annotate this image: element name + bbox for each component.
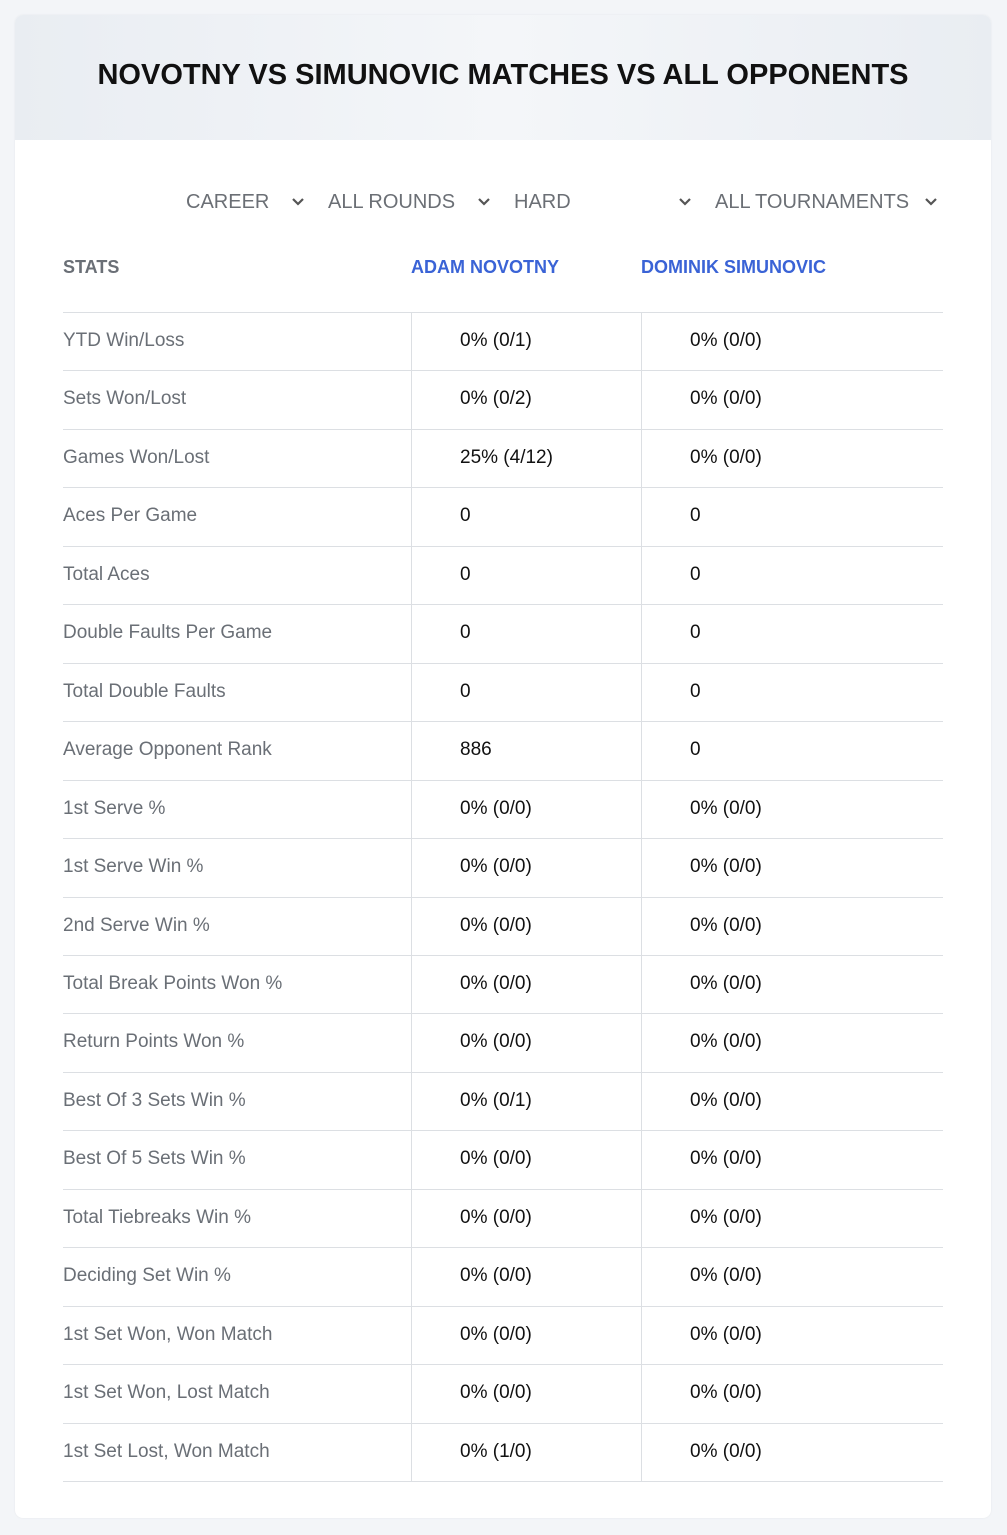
stat-value: 0% (0/0) [690,914,762,936]
stat-label: Total Double Faults [63,680,226,702]
stat-value: 25% (4/12) [460,446,553,468]
stat-value: 0% (0/0) [460,1382,532,1404]
stat-value: 0% (0/0) [690,1440,762,1462]
stat-value: 0% (0/0) [460,1265,532,1287]
stat-value: 0% (0/0) [690,446,762,468]
stat-value: 0 [690,563,701,585]
stat-value: 0% (0/1) [460,330,532,351]
chevron[interactable] [291,197,305,207]
stat-value: 0% (0/0) [690,1031,762,1053]
stat-value: 0 [690,739,701,761]
row-divider [63,1247,943,1249]
stat-value: 0% (0/0) [690,797,762,819]
chevron[interactable] [678,197,692,207]
row-divider [63,1422,943,1424]
row-divider [63,1481,943,1482]
stat-value: 0 [460,622,471,644]
row-divider [63,370,943,372]
stat-value: 0 [460,505,471,527]
stat-label: Double Faults Per Game [63,622,273,644]
stat-value: 0 [460,680,471,702]
stat-value: 0 [690,505,701,527]
stat-label: Total Aces [63,563,150,585]
row-divider [63,1013,943,1015]
stat-label: Return Points Won % [63,1031,245,1053]
stat-value: 0% (0/0) [690,972,762,994]
player-header[interactable]: DOMINIK SIMUNOVIC [641,257,827,277]
stat-label: Total Tiebreaks Win % [63,1206,251,1228]
stat-label: Games Won/Lost [63,446,210,468]
stats-card: NOVOTNY VS SIMUNOVIC MATCHES VS ALL OPPO… [15,15,991,1518]
column-header: STATS [63,257,120,277]
row-divider [63,1188,943,1190]
card-header: NOVOTNY VS SIMUNOVIC MATCHES VS ALL OPPO… [15,15,991,140]
stat-value: 0 [690,680,701,702]
filter-tournaments[interactable]: ALL TOURNAMENTS [715,191,910,213]
stat-value: 0% (0/0) [460,1323,532,1345]
stat-label: 1st Serve Win % [63,856,204,878]
stat-label: Best Of 3 Sets Win % [63,1089,246,1111]
row-divider [63,721,943,723]
stat-value: 0% (0/0) [460,914,532,936]
stat-label: 2nd Serve Win % [63,914,210,936]
stat-label: 1st Set Won, Won Match [63,1323,273,1345]
stat-value: 0% (0/0) [690,1265,762,1287]
stat-label: 1st Set Lost, Won Match [63,1440,270,1462]
stat-label: Total Break Points Won % [63,972,283,994]
chevron[interactable] [924,197,938,207]
chevron[interactable] [477,197,491,207]
stat-label: 1st Set Won, Lost Match [63,1382,270,1404]
stat-value: 0 [460,563,471,585]
filter-career[interactable]: CAREER [186,191,270,213]
row-divider [63,662,943,664]
row-divider [63,312,943,313]
stat-label: YTD Win/Loss [63,330,185,351]
stat-value: 0% (0/0) [690,1323,762,1345]
row-divider [63,1071,943,1073]
stat-label: 1st Serve % [63,797,166,819]
row-divider [63,545,943,547]
row-divider [63,487,943,489]
stat-label: Sets Won/Lost [63,388,187,410]
stat-value: 0% (0/1) [460,1089,532,1111]
filter-rounds[interactable]: ALL ROUNDS [328,191,456,213]
row-divider [63,779,943,781]
row-divider [63,954,943,956]
stat-value: 0% (0/0) [690,1382,762,1404]
player-header[interactable]: ADAM NOVOTNY [411,257,559,277]
stat-value: 0% (0/0) [690,856,762,878]
stat-value: 0% (0/0) [460,1206,532,1228]
stat-value: 0 [690,622,701,644]
row-divider [63,428,943,430]
stat-value: 0% (1/0) [460,1440,532,1462]
row-divider [63,1305,943,1307]
stat-value: 0% (0/0) [690,1206,762,1228]
stat-value: 0% (0/0) [460,1148,532,1170]
row-divider [63,896,943,898]
stat-value: 0% (0/0) [690,330,762,351]
stat-value: 0% (0/0) [690,1148,762,1170]
title: NOVOTNY VS SIMUNOVIC MATCHES VS ALL OPPO… [97,59,909,91]
stat-label: Aces Per Game [63,505,198,527]
stat-value: 0% (0/0) [460,856,532,878]
filter-surface[interactable]: HARD [514,191,571,213]
stat-value: 0% (0/0) [690,388,762,410]
stat-value: 886 [460,739,492,761]
row-divider [63,1130,943,1132]
stat-label: Deciding Set Win % [63,1265,231,1287]
stat-value: 0% (0/0) [460,1031,532,1053]
row-divider [63,838,943,840]
stat-value: 0% (0/0) [690,1089,762,1111]
row-divider [63,604,943,606]
stat-label: Best Of 5 Sets Win % [63,1148,246,1170]
stat-value: 0% (0/0) [460,797,532,819]
stat-label: Average Opponent Rank [63,739,272,761]
row-divider [63,1364,943,1366]
stat-value: 0% (0/2) [460,388,532,410]
stat-value: 0% (0/0) [460,972,532,994]
